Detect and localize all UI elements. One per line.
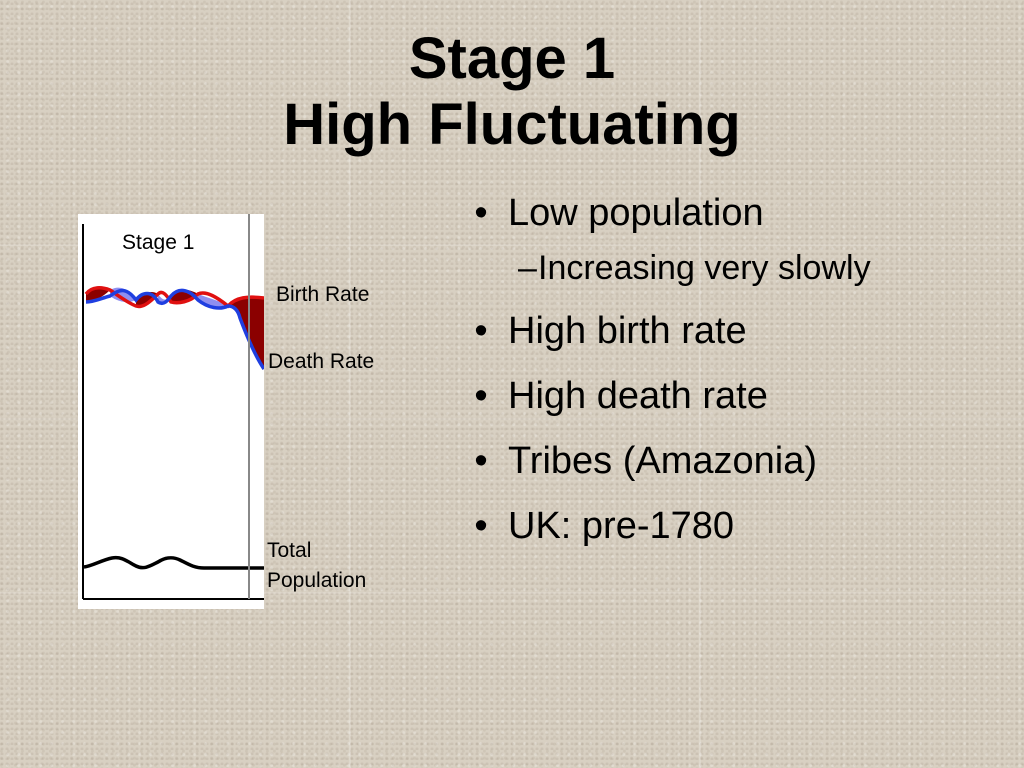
bullet-text: High birth rate	[508, 310, 747, 352]
birth-rate-line	[84, 286, 264, 309]
bullet-marker: •	[474, 375, 488, 417]
bullet-marker: •	[474, 505, 488, 547]
title-line-1: Stage 1	[408, 26, 616, 91]
total-population-label-line-2: Population	[267, 569, 367, 592]
sub-bullet-increasing-slowly: – Increasing very slowly	[466, 245, 1006, 291]
stage-label: Stage 1	[122, 231, 195, 254]
bullet-list: • Low population – Increasing very slowl…	[466, 190, 1006, 568]
bullet-high-birth-rate: • High birth rate	[466, 308, 1006, 354]
birth-rate-label: Birth Rate	[276, 283, 370, 306]
death-rate-label: Death Rate	[268, 350, 375, 373]
sub-bullet-marker: –	[518, 249, 537, 287]
total-population-label: Total Population	[267, 536, 366, 596]
bullet-text: High death rate	[508, 375, 768, 417]
natural-decrease-area-3	[198, 294, 228, 308]
demographic-transition-diagram	[78, 214, 264, 609]
bullet-marker: •	[474, 310, 488, 352]
bullet-text: Low population	[508, 192, 764, 234]
bullet-low-population: • Low population	[466, 190, 1006, 236]
sub-bullet-text: Increasing very slowly	[538, 249, 871, 287]
natural-increase-area-1	[86, 287, 110, 302]
bullet-uk-pre-1780: • UK: pre-1780	[466, 503, 1006, 549]
total-population-label-line-1: Total	[267, 539, 312, 562]
slide-title: Stage 1 High Fluctuating	[0, 26, 1024, 158]
bullet-high-death-rate: • High death rate	[466, 373, 1006, 419]
title-line-2: High Fluctuating	[283, 92, 741, 157]
death-rate-line	[85, 288, 264, 370]
natural-decrease-area-2	[158, 294, 171, 304]
bullet-marker: •	[474, 192, 488, 234]
bullet-text: Tribes (Amazonia)	[508, 440, 818, 482]
bullet-text: UK: pre-1780	[508, 505, 735, 547]
diagram-graphic	[82, 214, 264, 600]
total-population-line	[83, 555, 264, 570]
bullet-marker: •	[474, 440, 488, 482]
bullet-tribes-amazonia: • Tribes (Amazonia)	[466, 438, 1006, 484]
